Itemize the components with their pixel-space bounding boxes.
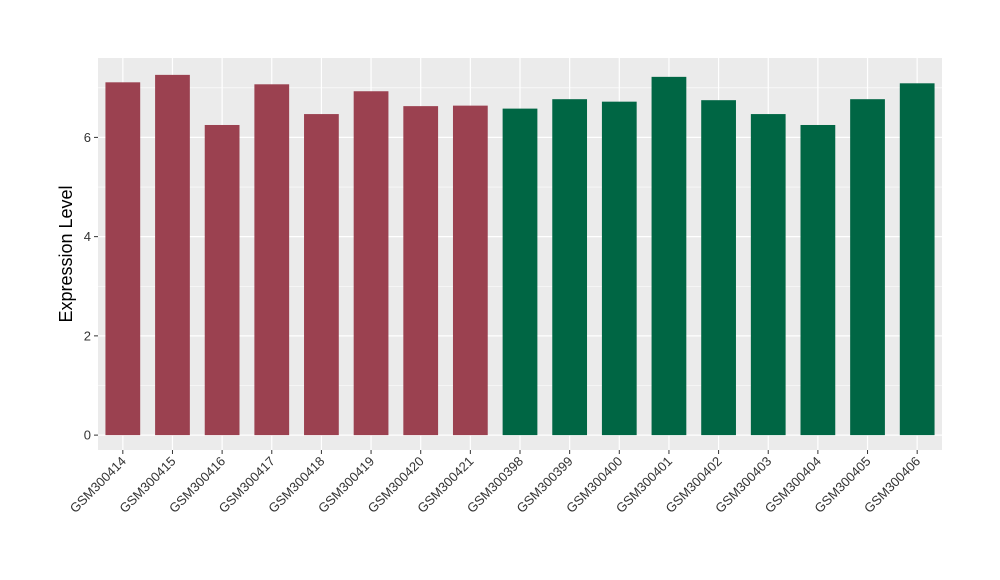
bar-GSM300402 bbox=[701, 100, 736, 436]
bar-GSM300419 bbox=[353, 91, 389, 436]
bar-GSM300414 bbox=[105, 82, 141, 436]
bar-GSM300415 bbox=[155, 74, 190, 436]
y-tick-label: 2 bbox=[84, 328, 91, 343]
bar-GSM300403 bbox=[750, 114, 786, 436]
y-axis-title: Expression Level bbox=[56, 185, 76, 322]
bar-GSM300398 bbox=[502, 108, 538, 436]
x-axis: GSM300414GSM300415GSM300416GSM300417GSM3… bbox=[67, 450, 923, 516]
y-tick-label: 6 bbox=[84, 130, 91, 145]
bar-GSM300418 bbox=[304, 114, 339, 436]
bar-GSM300420 bbox=[403, 106, 439, 436]
bar-GSM300417 bbox=[254, 84, 290, 436]
bar-GSM300400 bbox=[601, 101, 637, 436]
y-tick-label: 0 bbox=[84, 428, 91, 443]
y-axis: 0 2 4 6 bbox=[84, 130, 98, 443]
y-tick-label: 4 bbox=[84, 229, 91, 244]
bar-GSM300399 bbox=[552, 99, 588, 436]
bar-GSM300421 bbox=[452, 105, 488, 436]
bar-GSM300401 bbox=[651, 76, 687, 436]
bar-GSM300406 bbox=[899, 83, 935, 436]
bar-GSM300405 bbox=[850, 99, 885, 436]
bars bbox=[105, 74, 935, 436]
bar-GSM300404 bbox=[800, 124, 836, 436]
bar-GSM300416 bbox=[204, 124, 240, 436]
